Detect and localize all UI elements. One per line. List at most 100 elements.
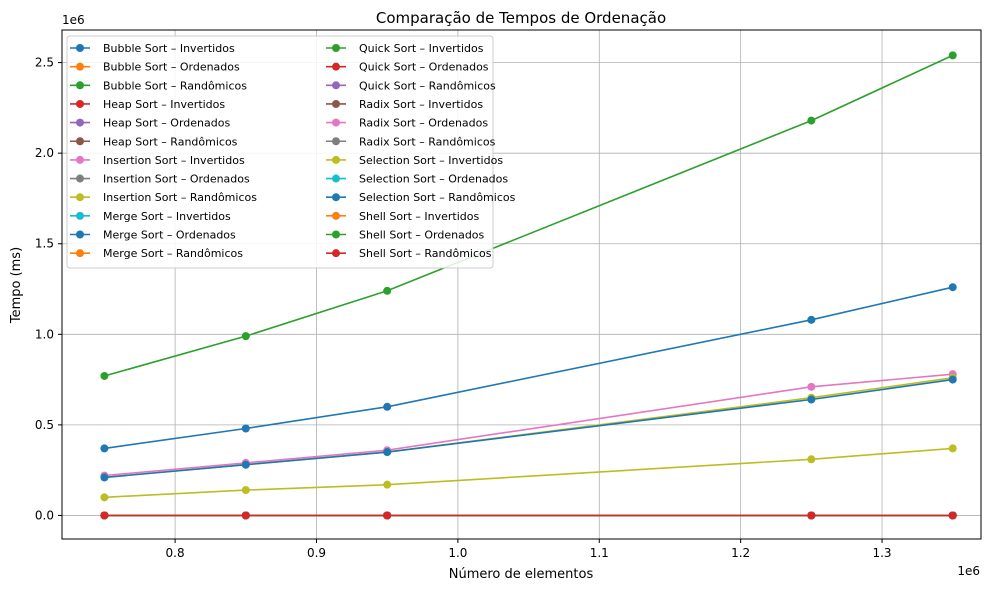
- legend-marker: [332, 249, 340, 258]
- data-point: [241, 332, 250, 341]
- legend-entry: Bubble Sort – Invertidos: [70, 42, 235, 55]
- data-point: [948, 444, 957, 453]
- legend-marker: [332, 62, 340, 71]
- legend-label: Heap Sort – Invertidos: [103, 98, 225, 111]
- legend-marker: [76, 99, 84, 108]
- legend-label: Merge Sort – Ordenados: [103, 229, 236, 242]
- legend-entry: Insertion Sort – Randômicos: [70, 191, 257, 204]
- legend-marker: [76, 118, 84, 127]
- legend-marker: [76, 174, 84, 183]
- legend-marker: [76, 249, 84, 258]
- legend-label: Selection Sort – Invertidos: [359, 154, 503, 167]
- data-point: [807, 395, 816, 404]
- x-tick-label: 0.8: [166, 546, 185, 560]
- legend-marker: [332, 155, 340, 164]
- legend-label: Selection Sort – Randômicos: [359, 191, 516, 204]
- data-point: [807, 382, 816, 391]
- legend-marker: [76, 230, 84, 239]
- legend-entry: Radix Sort – Ordenados: [326, 117, 488, 130]
- legend-marker: [76, 211, 84, 220]
- legend-entry: Merge Sort – Ordenados: [70, 229, 236, 242]
- series-2: [100, 51, 957, 380]
- legend-label: Heap Sort – Ordenados: [103, 117, 230, 130]
- legend-entry: Insertion Sort – Ordenados: [70, 173, 250, 186]
- y-tick-label: 1.0: [35, 327, 54, 341]
- data-point: [807, 455, 816, 464]
- x-tick-label: 1.2: [731, 546, 750, 560]
- legend-marker: [76, 155, 84, 164]
- data-point: [383, 511, 392, 520]
- legend-label: Insertion Sort – Ordenados: [103, 173, 250, 186]
- data-point: [100, 444, 109, 453]
- data-point: [100, 511, 109, 520]
- legend-label: Bubble Sort – Randômicos: [103, 79, 247, 92]
- legend-entry: Shell Sort – Randômicos: [326, 247, 492, 260]
- legend-marker: [332, 99, 340, 108]
- legend-entry: Shell Sort – Invertidos: [326, 210, 479, 223]
- legend-label: Insertion Sort – Invertidos: [103, 154, 245, 167]
- legend-entry: Bubble Sort – Randômicos: [70, 79, 247, 92]
- legend-label: Shell Sort – Ordenados: [359, 229, 485, 242]
- legend-label: Insertion Sort – Randômicos: [103, 191, 257, 204]
- legend-label: Merge Sort – Invertidos: [103, 210, 231, 223]
- legend-label: Quick Sort – Invertidos: [359, 42, 484, 55]
- legend-label: Merge Sort – Randômicos: [103, 247, 243, 260]
- legend-label: Bubble Sort – Invertidos: [103, 42, 235, 55]
- data-point: [241, 486, 250, 495]
- data-point: [241, 460, 250, 469]
- legend-label: Radix Sort – Randômicos: [359, 135, 496, 148]
- data-point: [241, 424, 250, 433]
- y-tick-label: 0.0: [35, 508, 54, 522]
- x-tick-label: 1.3: [872, 546, 891, 560]
- y-axis-label: Tempo (ms): [9, 247, 24, 324]
- legend-marker: [332, 44, 340, 52]
- y-tick-label: 1.5: [35, 237, 54, 251]
- legend-label: Radix Sort – Ordenados: [359, 117, 488, 130]
- legend-marker: [76, 62, 84, 71]
- data-point: [383, 448, 392, 457]
- data-point: [807, 116, 816, 125]
- legend-label: Heap Sort – Randômicos: [103, 135, 238, 148]
- x-tick-label: 1.1: [590, 546, 609, 560]
- plot-frame: [61, 29, 982, 540]
- legend-entry: Heap Sort – Invertidos: [70, 98, 225, 111]
- legend-marker: [332, 211, 340, 220]
- legend-label: Selection Sort – Ordenados: [359, 173, 508, 186]
- x-axis-offset-label: 1e6: [957, 564, 980, 578]
- legend-entry: Selection Sort – Invertidos: [326, 154, 503, 167]
- x-axis-label: Número de elementos: [449, 567, 594, 582]
- data-point: [807, 511, 816, 520]
- legend-marker: [332, 137, 340, 146]
- legend-marker: [332, 193, 340, 202]
- series-layer: [100, 51, 957, 520]
- data-point: [383, 286, 392, 295]
- legend-entry: Bubble Sort – Ordenados: [70, 61, 240, 74]
- series-10: [100, 375, 957, 482]
- legend-entry: Shell Sort – Ordenados: [326, 229, 485, 242]
- legend-box: [66, 35, 494, 269]
- series-18: [100, 444, 957, 502]
- data-point: [948, 511, 957, 520]
- legend-marker: [76, 44, 84, 52]
- data-point: [948, 283, 957, 292]
- data-point: [241, 511, 250, 520]
- legend: Bubble Sort – Invertidos Bubble Sort – Or…: [66, 35, 516, 269]
- y-tick-label: 2.5: [35, 56, 54, 70]
- data-point: [383, 402, 392, 411]
- data-point: [100, 473, 109, 482]
- legend-marker: [76, 193, 84, 202]
- x-axis-ticks: 0.8 0.9 1.0 1.1 1.2 1.3: [166, 539, 892, 560]
- legend-label: Quick Sort – Randômicos: [359, 79, 496, 92]
- legend-entry: Radix Sort – Invertidos: [326, 98, 483, 111]
- data-point: [807, 315, 816, 324]
- legend-entry: Heap Sort – Randômicos: [70, 135, 238, 148]
- legend-entry: Merge Sort – Invertidos: [70, 210, 231, 223]
- x-tick-label: 1.0: [448, 546, 467, 560]
- y-tick-label: 2.0: [35, 146, 54, 160]
- legend-entry: Selection Sort – Randômicos: [326, 191, 516, 204]
- data-point: [948, 375, 957, 384]
- legend-label: Shell Sort – Randômicos: [359, 247, 492, 260]
- legend-label: Quick Sort – Ordenados: [359, 61, 489, 74]
- series-0: [100, 283, 957, 453]
- legend-marker: [332, 174, 340, 183]
